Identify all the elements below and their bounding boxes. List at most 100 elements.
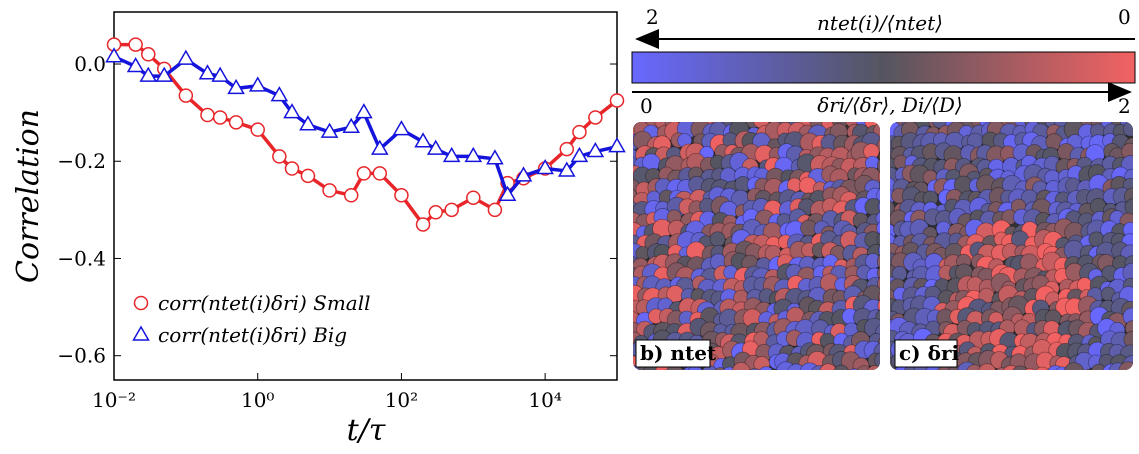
sphere — [875, 307, 880, 328]
point — [299, 115, 317, 131]
sphere — [746, 368, 764, 370]
point — [300, 168, 316, 184]
point — [428, 205, 443, 220]
x-tick-label: 10⁻² — [92, 388, 136, 412]
sphere — [1033, 366, 1051, 370]
colorbar-label: 2 — [646, 5, 659, 29]
colorbar-title: δri/⟨δr⟩, Di/⟨D⟩ — [817, 93, 962, 117]
point — [141, 47, 156, 62]
point — [514, 166, 533, 182]
sphere — [966, 364, 983, 370]
sphere — [877, 296, 880, 316]
sphere — [877, 199, 880, 215]
point — [212, 110, 228, 125]
point — [414, 132, 432, 148]
sphere — [766, 368, 783, 370]
sphere — [720, 366, 739, 370]
y-tick-label: −0.6 — [57, 344, 106, 368]
point — [557, 161, 576, 177]
y-tick-label: 0.0 — [74, 52, 106, 76]
colorbar-label: 0 — [640, 94, 653, 118]
y-axis-title: Correlation — [11, 109, 46, 283]
sphere — [876, 265, 880, 281]
legend-marker — [132, 325, 150, 341]
point — [227, 78, 245, 95]
point — [250, 122, 265, 137]
sphere — [731, 361, 751, 370]
point — [487, 202, 503, 218]
point — [320, 122, 339, 138]
point — [609, 93, 625, 108]
x-axis-title: t/τ — [347, 413, 386, 448]
sphere — [875, 322, 880, 343]
point — [270, 86, 289, 102]
sphere — [874, 367, 880, 370]
point — [342, 117, 361, 133]
point — [372, 166, 388, 181]
point — [248, 76, 267, 92]
sphere — [846, 368, 863, 370]
point — [105, 47, 123, 63]
sphere — [866, 365, 880, 370]
legend-label: corr(ntet(i)δri) Small — [158, 291, 371, 315]
sphere — [818, 363, 838, 370]
sphere — [1063, 362, 1085, 370]
sphere — [876, 229, 880, 250]
point — [466, 190, 481, 205]
point — [343, 188, 359, 203]
point — [211, 66, 229, 82]
x-tick-label: 10² — [385, 388, 418, 412]
point — [426, 139, 445, 155]
point — [283, 103, 301, 119]
legend-label: corr(ntet(i)δri) Big — [158, 323, 347, 347]
sphere — [1090, 363, 1107, 370]
sphere — [876, 187, 880, 204]
y-tick-label: −0.2 — [57, 149, 106, 173]
point — [415, 217, 431, 232]
colorbar-title: ntet(i)/⟨ntet⟩ — [817, 11, 943, 35]
panel-label-box — [635, 339, 711, 368]
point — [128, 37, 143, 52]
sphere — [833, 364, 850, 370]
point — [442, 146, 461, 163]
point — [572, 124, 587, 140]
sphere — [665, 364, 685, 370]
sphere — [712, 367, 729, 370]
sphere — [687, 365, 704, 370]
point — [178, 88, 194, 103]
sphere — [1118, 361, 1133, 370]
sphere — [878, 148, 880, 165]
x-tick-label: 10⁴ — [528, 388, 561, 412]
sphere — [809, 365, 830, 370]
colorbar-label: 0 — [1118, 5, 1131, 29]
y-tick-label: −0.4 — [57, 246, 106, 270]
sphere — [1122, 122, 1133, 137]
sphere — [787, 363, 806, 370]
sphere — [878, 168, 880, 185]
sphere — [875, 210, 880, 226]
colorbar-label: 2 — [1118, 94, 1131, 118]
sphere — [700, 365, 719, 370]
sphere — [994, 367, 1010, 370]
point — [355, 103, 373, 119]
sphere — [709, 231, 726, 248]
sphere — [878, 177, 880, 196]
panel-label: b) ntet — [640, 341, 717, 365]
point — [228, 115, 244, 130]
point — [486, 149, 504, 165]
panel-label: c) δri — [899, 341, 959, 365]
sphere — [1011, 365, 1030, 370]
sphere — [877, 273, 880, 293]
plot-frame — [113, 11, 618, 381]
point — [570, 146, 589, 163]
sphere — [878, 287, 880, 307]
point — [200, 107, 215, 123]
point — [322, 183, 337, 198]
panel-label-box — [894, 339, 958, 368]
sphere — [890, 367, 899, 370]
sphere — [1124, 198, 1133, 216]
series-line — [114, 42, 619, 228]
sphere — [977, 363, 997, 370]
x-tick-label: 10⁰ — [241, 388, 274, 412]
